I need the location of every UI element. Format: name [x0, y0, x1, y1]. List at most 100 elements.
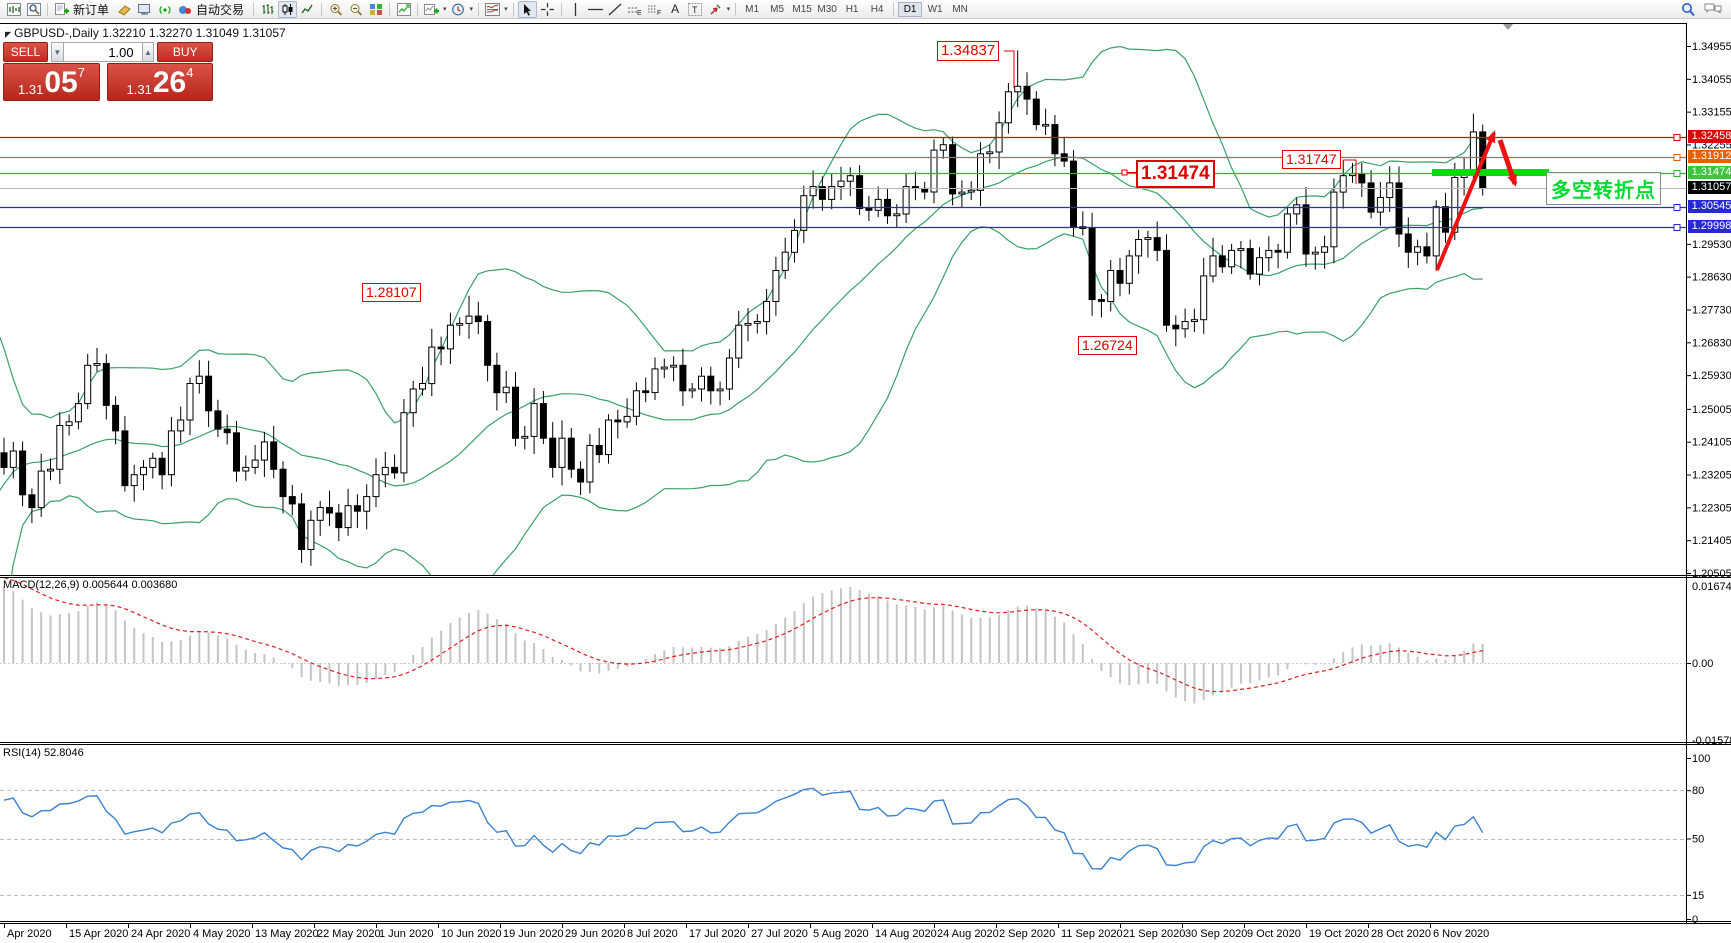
timeframe-m5[interactable]: M5: [770, 3, 785, 15]
add-indicator-icon[interactable]: [422, 1, 441, 18]
price-annotation-box[interactable]: 1.28107: [362, 283, 421, 302]
candle: [958, 191, 966, 195]
vertical-line-tool-icon[interactable]: [566, 1, 585, 18]
candle: [1404, 233, 1412, 253]
line-chart-type-icon[interactable]: [298, 1, 317, 18]
price-annotation-box[interactable]: 1.31747: [1282, 150, 1341, 169]
new-order-icon[interactable]: [52, 1, 71, 18]
candle: [140, 466, 147, 476]
volume-input[interactable]: [63, 42, 142, 62]
candle: [1209, 255, 1217, 277]
one-click-collapse-icon[interactable]: ◤: [5, 30, 12, 39]
timeframe-m30[interactable]: M30: [817, 3, 837, 15]
timeframe-h1[interactable]: H1: [845, 3, 859, 15]
text-tool-icon[interactable]: A: [671, 2, 680, 16]
auto-trading-label[interactable]: 自动交易: [196, 2, 245, 17]
arrows-tool-icon[interactable]: [706, 1, 725, 18]
fibonacci-tool-icon[interactable]: F: [646, 1, 665, 18]
new-order-label[interactable]: 新订单: [73, 2, 110, 17]
annotation-connector: [1344, 159, 1357, 184]
candle: [279, 468, 287, 498]
price-annotation-box[interactable]: 1.34837: [937, 41, 1000, 61]
candle: [586, 445, 594, 483]
add-indicator-dropdown-caret[interactable]: ▾: [443, 6, 447, 13]
candle: [409, 388, 417, 414]
styler-eraser-icon[interactable]: [115, 1, 134, 18]
timeframe-m15[interactable]: M15: [792, 3, 812, 15]
zoom-in-icon[interactable]: [326, 1, 345, 18]
volume-increase-button[interactable]: ▲: [141, 42, 155, 62]
svg-text:1.25005: 1.25005: [1692, 404, 1731, 416]
search-icon[interactable]: [1678, 1, 1697, 18]
svg-text:15: 15: [1692, 890, 1704, 902]
svg-text:1.34955: 1.34955: [1692, 41, 1731, 53]
svg-text:0.016748: 0.016748: [1692, 581, 1731, 593]
bar-chart-type-icon[interactable]: [258, 1, 277, 18]
expert-advisor-icon[interactable]: [135, 1, 154, 18]
candle: [270, 441, 278, 470]
buy-button[interactable]: BUY: [157, 42, 214, 62]
candle: [288, 496, 296, 505]
text-label-tool-icon[interactable]: T: [686, 1, 705, 18]
candle: [1032, 98, 1040, 126]
zoom-out-icon[interactable]: [346, 1, 365, 18]
auto-trading-icon[interactable]: [175, 1, 194, 18]
line-end-marker[interactable]: [1673, 170, 1681, 177]
candle: [865, 208, 873, 211]
zoom-window-icon[interactable]: [24, 1, 43, 18]
axis-price-chip: 1.31474: [1688, 166, 1731, 179]
volume-decrease-button[interactable]: ▼: [50, 42, 64, 62]
signals-icon[interactable]: [155, 1, 174, 18]
horizontal-line-tool-icon[interactable]: [586, 1, 605, 18]
tile-windows-icon[interactable]: [366, 1, 385, 18]
toolbar-separator: [893, 2, 895, 16]
chat-icon[interactable]: [1703, 1, 1723, 18]
svg-text:1.21405: 1.21405: [1692, 535, 1731, 547]
candle: [828, 186, 836, 200]
candle: [1395, 182, 1403, 235]
candle: [670, 364, 678, 368]
svg-text:1.23205: 1.23205: [1692, 470, 1731, 482]
line-end-marker[interactable]: [1673, 134, 1681, 141]
candle: [605, 419, 612, 456]
candle: [242, 466, 250, 472]
timeframe-mn[interactable]: MN: [952, 3, 968, 15]
pivot-highlight-bar[interactable]: [1432, 169, 1549, 176]
sell-price-quote[interactable]: 1.31 05 7: [3, 63, 100, 101]
indicators-icon[interactable]: [394, 1, 413, 18]
trendline-tool-icon[interactable]: [606, 1, 625, 18]
candle: [679, 364, 687, 392]
text-label-tag: T: [692, 5, 698, 15]
candle: [1256, 257, 1263, 275]
chart-window-icon[interactable]: [4, 1, 23, 18]
timeframe-w1[interactable]: W1: [927, 3, 943, 15]
chart-shift-marker[interactable]: [1503, 24, 1513, 30]
cursor-tool-icon[interactable]: [517, 0, 537, 18]
candle: [1386, 182, 1394, 198]
timeframe-m1[interactable]: M1: [745, 3, 760, 15]
template-icon[interactable]: [483, 1, 502, 18]
period-dropdown-caret[interactable]: ▾: [469, 6, 474, 13]
buy-price-quote[interactable]: 1.31 26 4: [107, 63, 213, 101]
timeframe-h4[interactable]: H4: [870, 3, 884, 15]
macd-signal-line: [3, 578, 1483, 693]
svg-text:1.26830: 1.26830: [1692, 337, 1731, 349]
sell-button[interactable]: SELL: [3, 42, 48, 62]
line-end-marker[interactable]: [1673, 224, 1681, 231]
timeframe-d1[interactable]: D1: [898, 1, 923, 17]
line-end-marker[interactable]: [1673, 204, 1681, 211]
candle: [298, 503, 306, 550]
candlestick-chart-type-icon[interactable]: [278, 0, 298, 18]
price-annotation-box[interactable]: 1.26724: [1078, 336, 1137, 355]
turning-point-note[interactable]: 多空转折点: [1546, 172, 1661, 205]
crosshair-tool-icon[interactable]: [538, 1, 557, 18]
period-clock-icon[interactable]: [449, 1, 468, 18]
pivot-annotation-box[interactable]: 1.31474: [1136, 160, 1215, 188]
arrows-dropdown-caret[interactable]: ▾: [726, 6, 731, 13]
svg-text:0.00: 0.00: [1692, 658, 1713, 670]
template-dropdown-caret[interactable]: ▾: [504, 6, 508, 13]
line-end-marker[interactable]: [1673, 154, 1681, 161]
equidistant-channel-tool-icon[interactable]: E: [626, 1, 645, 18]
candle: [1479, 131, 1487, 189]
